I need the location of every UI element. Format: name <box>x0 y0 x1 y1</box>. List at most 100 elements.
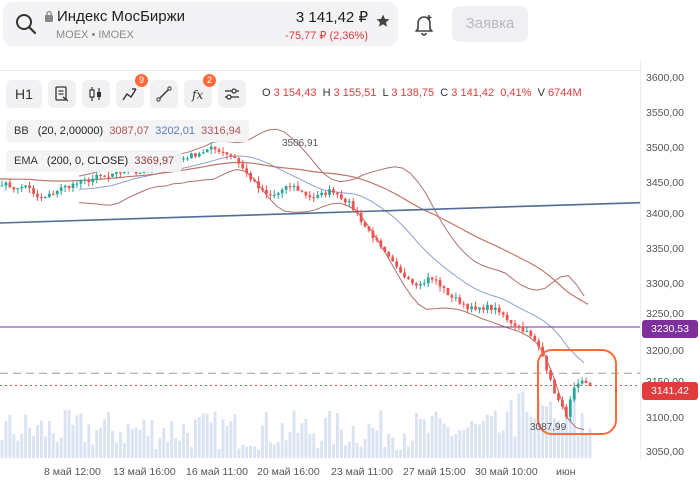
candle-body <box>241 163 245 169</box>
candle-body <box>197 153 201 157</box>
date-axis-label: июн <box>556 466 576 478</box>
candle-body <box>572 387 576 400</box>
volume-bar <box>205 413 209 458</box>
volume-bar <box>20 433 24 458</box>
volume-bar <box>268 442 272 458</box>
volume-bar <box>55 442 59 458</box>
candle-body <box>458 297 462 304</box>
volume-bar <box>75 415 79 458</box>
candle-body <box>190 153 193 159</box>
candle-body <box>580 380 584 384</box>
horizontal-level-tag[interactable]: 3230,53 <box>642 320 698 338</box>
candle-body <box>75 183 79 185</box>
volume-bar <box>403 433 407 458</box>
volume-bar <box>59 437 63 458</box>
volume-bar <box>430 415 434 458</box>
search-icon[interactable] <box>15 13 37 35</box>
price-axis-label: 3200,00 <box>646 345 684 357</box>
candle-body <box>521 326 525 332</box>
volume-bar <box>367 424 371 458</box>
volume-bar <box>284 440 288 458</box>
volume-bar <box>209 422 213 458</box>
candle-body <box>336 192 339 195</box>
volume-bar <box>493 410 497 458</box>
ticker-search-box[interactable]: Индекс МосБиржи MOEX • IMOEX 3 141,42 ₽ … <box>3 2 398 46</box>
volume-bar <box>426 432 430 458</box>
timeframe-button[interactable]: H1 <box>6 80 42 108</box>
candle-body <box>328 189 331 195</box>
candle-body <box>280 189 284 194</box>
volume-bar <box>276 441 280 458</box>
candle-body <box>36 193 39 198</box>
volume-bar <box>158 438 162 458</box>
ema-legend[interactable]: EMA (200, 0, CLOSE) 3369,97 <box>6 150 183 172</box>
candle-body <box>225 152 229 155</box>
open-value: 3 154,43 <box>273 87 317 99</box>
volume-bar <box>16 440 20 458</box>
volume-bar <box>328 411 332 458</box>
sliders-icon <box>225 88 239 100</box>
volume-bar <box>24 414 28 458</box>
ema-value: 3369,97 <box>134 155 175 167</box>
candle-body <box>434 279 438 281</box>
volume-bar <box>217 448 221 458</box>
candle-body <box>379 240 383 247</box>
candle-body <box>399 266 402 273</box>
volume-bar <box>509 400 513 458</box>
price-chart[interactable] <box>0 0 640 462</box>
candle-body <box>442 286 446 288</box>
volume-bar <box>497 432 501 458</box>
candle-body <box>367 226 371 231</box>
functions-button[interactable]: fx 2 <box>184 74 216 108</box>
chart-settings-button[interactable] <box>218 80 246 108</box>
candle-body <box>237 158 241 164</box>
candle-body <box>83 179 87 181</box>
candle-body <box>63 185 67 188</box>
candle-body <box>0 185 4 187</box>
candle-body <box>296 185 300 191</box>
volume-bar <box>517 393 521 458</box>
volume-bar <box>170 421 174 458</box>
candle-body <box>59 187 63 191</box>
volume-bar <box>193 419 197 458</box>
volume-bar <box>474 423 478 458</box>
candle-body <box>205 149 209 153</box>
instrument-info-button[interactable] <box>48 80 76 108</box>
indicators-button[interactable]: 9 <box>116 74 148 108</box>
volume-bar <box>308 434 312 458</box>
order-button[interactable]: Заявка <box>452 6 528 42</box>
volume-bar <box>324 417 328 458</box>
candle-body <box>541 346 545 357</box>
chart-type-button[interactable] <box>82 80 110 108</box>
candle-body <box>272 194 276 196</box>
bollinger-bands-legend[interactable]: BB (20, 2,00000) 3087,07 3202,01 3316,94 <box>6 120 249 142</box>
candle-body <box>182 158 185 160</box>
favorite-star-icon[interactable] <box>376 14 390 28</box>
volume-bar <box>197 417 201 458</box>
candle-body <box>466 304 470 310</box>
drawing-tools-button[interactable] <box>150 80 178 108</box>
candle-body <box>32 188 35 194</box>
candle-body <box>257 181 260 189</box>
ema-line <box>0 161 589 305</box>
volume-bar <box>118 432 122 458</box>
price-alert-bell-icon[interactable] <box>412 12 436 36</box>
volume-bar <box>182 423 185 458</box>
candle-body <box>288 186 292 188</box>
price-axis-label: 3450,00 <box>646 177 684 189</box>
volume-bar <box>51 433 55 458</box>
volume-bar <box>422 419 426 458</box>
candle-body <box>268 194 272 196</box>
candle-body <box>347 201 351 203</box>
candle-body <box>493 307 497 310</box>
candle-body <box>95 174 99 179</box>
volume-bar <box>572 396 576 458</box>
candle-body <box>103 175 106 177</box>
volume-bar <box>264 412 268 458</box>
volume-bar <box>63 410 67 458</box>
candle-body <box>249 172 252 180</box>
volume-bar <box>489 416 493 458</box>
high-label: H <box>322 87 331 99</box>
volume-bar <box>296 433 300 458</box>
candle-body <box>568 399 572 417</box>
